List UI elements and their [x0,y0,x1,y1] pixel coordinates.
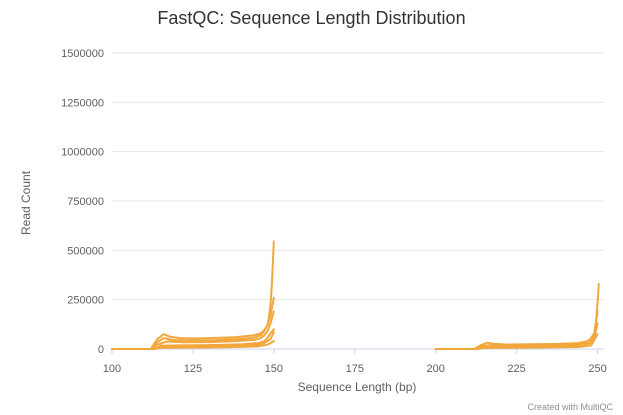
series-line[interactable] [111,296,275,350]
x-tick-label: 175 [346,363,364,375]
series [111,240,600,350]
y-tick-label: 1500000 [61,48,104,60]
x-tick-label: 200 [427,363,445,375]
credit-text: Created with MultiQC [527,402,613,412]
series-line[interactable] [434,310,599,350]
chart-title: FastQC: Sequence Length Distribution [157,8,466,28]
x-axis-title: Sequence Length (bp) [298,380,417,394]
x-tick-label: 100 [103,363,121,375]
series-line[interactable] [111,310,275,350]
y-axis-title: Read Count [19,170,33,235]
x-tick-label: 125 [184,363,202,375]
series-line[interactable] [111,240,275,350]
grid [112,52,604,301]
series-line[interactable] [111,340,275,350]
x-tick-label: 150 [265,363,283,375]
y-tick-labels: 0 250000 500000 750000 1000000 1250000 1500000 [61,48,104,356]
series-line[interactable] [434,333,599,350]
y-tick-label: 250000 [67,295,104,307]
x-tick-label: 250 [588,363,606,375]
x-tick-labels: 100 125 150 175 200 225 250 [103,349,607,375]
y-tick-label: 0 [98,344,104,356]
y-tick-label: 1250000 [61,97,104,109]
y-tick-label: 750000 [67,196,104,208]
x-tick-label: 225 [507,363,525,375]
series-line[interactable] [434,282,600,350]
y-tick-label: 500000 [67,245,104,257]
y-tick-label: 1000000 [61,147,104,159]
